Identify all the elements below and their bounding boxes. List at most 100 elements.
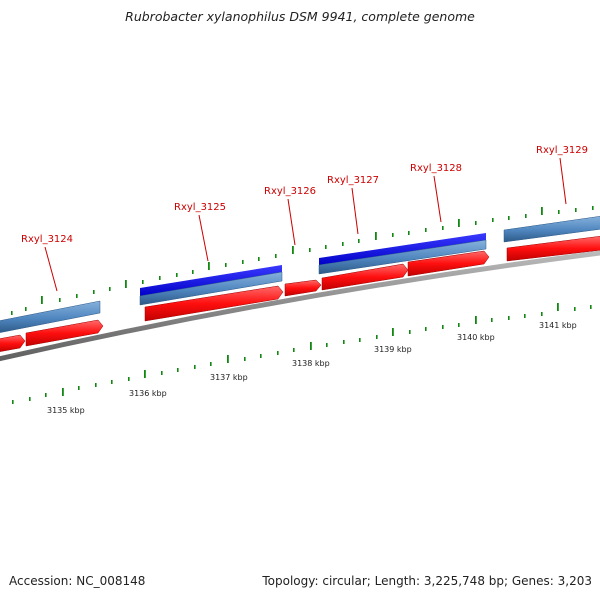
gene-feature-steel[interactable] [0,300,101,333]
tick-mark [409,330,411,334]
tick-mark [258,257,260,261]
gene-arrow-red[interactable] [25,319,104,347]
tick-mark [210,362,212,366]
gene-label[interactable]: Rxyl_3127 [327,175,379,186]
tick-mark [11,311,13,315]
tick-mark [574,307,576,311]
gene-pointer-line [198,214,209,262]
tick-mark [590,305,592,309]
tick-mark [491,318,493,322]
scale-label: 3140 kbp [457,333,495,342]
scale-label-group: 3135 kbp 3136 kbp 3137 kbp 3138 kbp 3139… [47,321,577,415]
tick-mark [128,377,130,381]
tick-mark [275,254,277,258]
tick-mark [62,388,64,396]
gene-pointer-line [559,157,567,205]
scale-label: 3137 kbp [210,373,248,382]
inner-tick-row [12,303,592,404]
scale-label: 3139 kbp [374,345,412,354]
tick-mark [475,221,477,225]
cds-feature-blue[interactable] [140,265,282,296]
tick-mark [475,316,477,324]
tick-mark [310,342,312,350]
gene-pointer-line [44,246,58,292]
tick-mark [293,348,295,352]
scale-label: 3141 kbp [539,321,577,330]
tick-mark [95,383,97,387]
tick-mark [25,307,27,311]
gene-feature-steel[interactable] [503,216,600,243]
tick-mark [358,239,360,243]
tick-mark [260,354,262,358]
tick-mark [177,368,179,372]
tick-mark [208,262,210,270]
gene-label[interactable]: Rxyl_3125 [174,202,226,213]
gene-feature-steel[interactable] [139,271,283,306]
forward-strand-track [0,216,600,333]
gene-label[interactable]: Rxyl_3129 [536,145,588,156]
tick-mark [458,219,460,227]
gene-arrow-red[interactable] [284,279,322,297]
tick-mark [375,232,377,240]
gene-label-group: Rxyl_3124 Rxyl_3125 Rxyl_3126 Rxyl_3127 … [21,145,588,292]
tick-mark [508,316,510,320]
tick-mark [325,245,327,249]
tick-mark [78,386,80,390]
gene-feature-steel[interactable] [318,239,487,275]
tick-mark [592,206,594,210]
tick-mark [392,233,394,237]
tick-mark [541,207,543,215]
tick-mark [376,335,378,339]
gene-arrow-red[interactable] [321,263,409,291]
cds-feature-blue[interactable] [319,233,486,265]
tick-mark [442,325,444,329]
tick-mark [525,214,527,218]
tick-mark [359,338,361,342]
map-title: Rubrobacter xylanophilus DSM 9941, compl… [125,9,475,24]
tick-mark [176,273,178,277]
tick-mark [142,280,144,284]
tick-mark [524,314,526,318]
gene-label[interactable]: Rxyl_3128 [410,163,462,174]
gene-arrow-red[interactable] [506,236,600,262]
tick-mark [326,343,328,347]
tick-mark [227,355,229,363]
tick-mark [161,371,163,375]
tick-mark [425,228,427,232]
gene-label[interactable]: Rxyl_3126 [264,186,316,197]
tick-mark [12,400,14,404]
tick-mark [159,276,161,280]
tick-mark [109,287,111,291]
gene-pointer-line [433,175,442,223]
scale-label: 3135 kbp [47,406,85,415]
scale-label: 3138 kbp [292,359,330,368]
tick-mark [392,328,394,336]
tick-mark [29,397,31,401]
scale-label: 3136 kbp [129,389,167,398]
gene-pointer-line [287,198,296,246]
tick-mark [343,340,345,344]
reverse-strand-track [0,236,600,352]
gene-arrow-red[interactable] [407,250,490,277]
gene-label[interactable]: Rxyl_3124 [21,234,73,245]
tick-mark [442,226,444,230]
tick-mark [125,280,127,288]
tick-mark [575,208,577,212]
tick-mark [194,365,196,369]
tick-mark [59,298,61,302]
tick-mark [41,296,43,304]
tick-mark [408,231,410,235]
tick-mark [93,290,95,294]
tick-mark [225,263,227,267]
outer-tick-row [11,206,594,315]
gene-arrow-red[interactable] [144,285,284,322]
tick-mark [45,393,47,397]
tick-mark [76,294,78,298]
tick-mark [309,248,311,252]
tick-mark [144,370,146,378]
genome-backbone [0,250,600,362]
gene-pointer-line [351,187,359,235]
gene-arrow-red[interactable] [0,334,26,352]
tick-mark [192,270,194,274]
